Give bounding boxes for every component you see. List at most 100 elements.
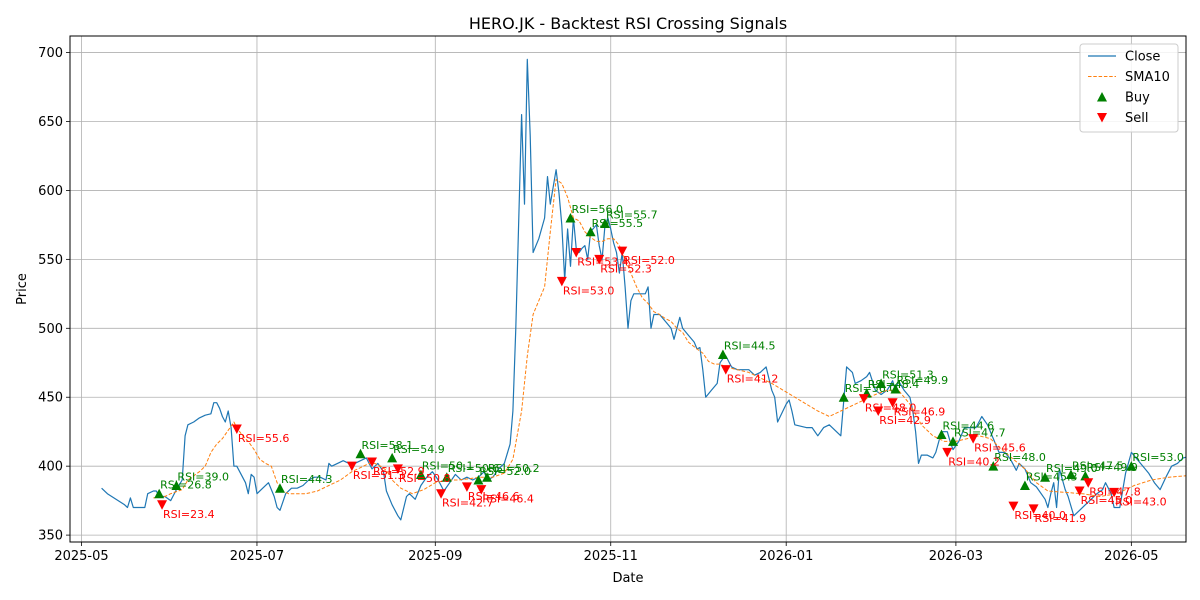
sell-signal-label: RSI=23.4 (163, 508, 215, 521)
buy-signal-label: RSI=52.0 (479, 465, 531, 478)
buy-signal-label: RSI=48.0 (994, 451, 1046, 464)
buy-signal-marker (441, 472, 452, 482)
x-tick-label: 2025-09 (408, 549, 462, 564)
buy-signal-label: RSI=54.9 (393, 443, 445, 456)
buy-signal-marker (473, 474, 484, 485)
buy-signal-marker (936, 429, 947, 439)
legend-label: Buy (1125, 91, 1150, 106)
legend: Close SMA10 Buy Sell (1079, 43, 1179, 133)
sell-signal-marker (392, 464, 403, 474)
y-tick-label: 350 (38, 529, 63, 544)
y-tick-label: 550 (38, 253, 63, 268)
buy-signal-label: RSI=58.1 (362, 439, 414, 452)
y-tick-label: 650 (38, 115, 63, 130)
sell-signal-marker (968, 434, 979, 444)
sell-signal-marker (157, 500, 168, 510)
buy-signal-marker (154, 488, 165, 499)
sell-signal-label: RSI=46.9 (894, 406, 946, 419)
buy-signal-marker (171, 480, 182, 490)
sell-signal-label: RSI=40.0 (1014, 509, 1066, 522)
buy-signal-label: RSI=50.2 (488, 462, 540, 475)
buy-signal-label: RSI=47.7 (954, 426, 1006, 439)
sell-signal-marker (231, 424, 242, 434)
sell-signal-marker (887, 398, 898, 408)
y-tick-label: 400 (38, 460, 63, 475)
y-tick-label: 700 (38, 46, 63, 61)
sell-signal-label: RSI=50.8 (399, 472, 451, 485)
buy-signal-label: RSI=50.6 (448, 462, 500, 475)
sell-signal-label: RSI=51.3 (353, 469, 405, 482)
sell-signal-label: RSI=46.4 (482, 493, 534, 506)
y-axis-title: Price (15, 273, 30, 305)
buy-signal-marker (1065, 469, 1076, 479)
sell-signal-label: RSI=45.0 (1081, 494, 1133, 507)
x-tick-label: 2026-01 (759, 549, 813, 564)
buy-signal-label: RSI=44.5 (724, 339, 776, 352)
buy-signal-marker (1019, 480, 1030, 490)
buy-signal-marker (717, 349, 728, 359)
sell-signal-marker (346, 461, 357, 472)
x-tick-label: 2025-05 (54, 549, 108, 564)
buy-signal-marker (838, 392, 849, 402)
x-tick-label: 2026-05 (1104, 549, 1158, 564)
buy-signal-marker (482, 472, 493, 482)
buy-signal-label: RSI=47.5 (1072, 459, 1124, 472)
legend-label: Sell (1125, 111, 1148, 126)
buy-signal-marker (599, 218, 610, 229)
sell-signal-marker (720, 365, 731, 375)
buy-signal-marker (415, 469, 426, 479)
sell-signal-marker (461, 482, 472, 492)
axis-ticks: 2025-05 2025-07 2025-09 2025-11 2026-01 2026-… (38, 46, 1158, 564)
buy-signal-label: RSI=44.3 (281, 473, 333, 486)
legend-box (1079, 43, 1179, 133)
sell-signal-marker (1083, 478, 1094, 488)
sell-signal-marker (1028, 504, 1039, 514)
x-axis-title: Date (612, 571, 643, 586)
buy-signal-label: RSI=56.0 (571, 203, 623, 216)
buy-signal-marker (1040, 472, 1051, 482)
x-tick-label: 2026-03 (929, 549, 983, 564)
chart-title: HERO.JK - Backtest RSI Crossing Signals (469, 14, 787, 33)
sell-signal-label: RSI=52.0 (623, 254, 675, 267)
buy-signal-marker (387, 452, 398, 463)
sell-signal-marker (556, 276, 567, 287)
buy-signal-label: RSI=49.9 (1086, 461, 1138, 474)
y-tick-label: 500 (38, 322, 63, 337)
sell-signal-label: RSI=41.2 (727, 373, 779, 386)
sell-signal-label: RSI=53.4 (577, 255, 629, 268)
sell-signal-marker (617, 246, 628, 257)
sell-signal-marker (1008, 501, 1019, 512)
buy-signal-marker (890, 383, 901, 394)
buy-signal-label: RSI=50.1 (422, 459, 474, 472)
buy-signal-marker (355, 448, 366, 459)
y-tick-label: 600 (38, 184, 63, 199)
buy-signal-marker (876, 378, 887, 388)
buy-signal-label: RSI=51.3 (882, 368, 934, 381)
sell-signal-marker (436, 489, 447, 499)
plot-frame (69, 35, 1187, 543)
sell-signal-marker (873, 406, 884, 417)
legend-label: Close (1125, 50, 1160, 65)
sell-signal-label: RSI=40.2 (948, 455, 1000, 468)
legend-buy-icon (1097, 92, 1107, 102)
sell-signal-label: RSI=42.7 (442, 497, 494, 510)
sell-signal-marker (1074, 486, 1085, 496)
buy-signal-marker (274, 483, 285, 493)
buy-signal-marker (988, 461, 999, 471)
x-tick-label: 2025-11 (584, 549, 638, 564)
buy-signal-label: RSI=53.0 (1132, 451, 1184, 464)
y-tick-label: 450 (38, 391, 63, 406)
sell-signal-label: RSI=41.9 (1035, 512, 1087, 525)
sell-signal-label: RSI=53.0 (563, 284, 615, 297)
buy-signal-marker (565, 212, 576, 223)
legend-label: SMA10 (1125, 70, 1170, 85)
buy-signal-marker (948, 436, 959, 446)
buy-signal-label: RSI=44.6 (943, 419, 995, 432)
sell-signal-marker (1109, 487, 1120, 498)
buy-signal-marker (1080, 470, 1091, 481)
buy-signal-label: RSI=49.9 (896, 374, 948, 387)
sell-signal-marker (858, 394, 869, 404)
legend-sell-icon (1097, 113, 1107, 123)
buy-signal-label: RSI=45.3 (1026, 470, 1078, 483)
